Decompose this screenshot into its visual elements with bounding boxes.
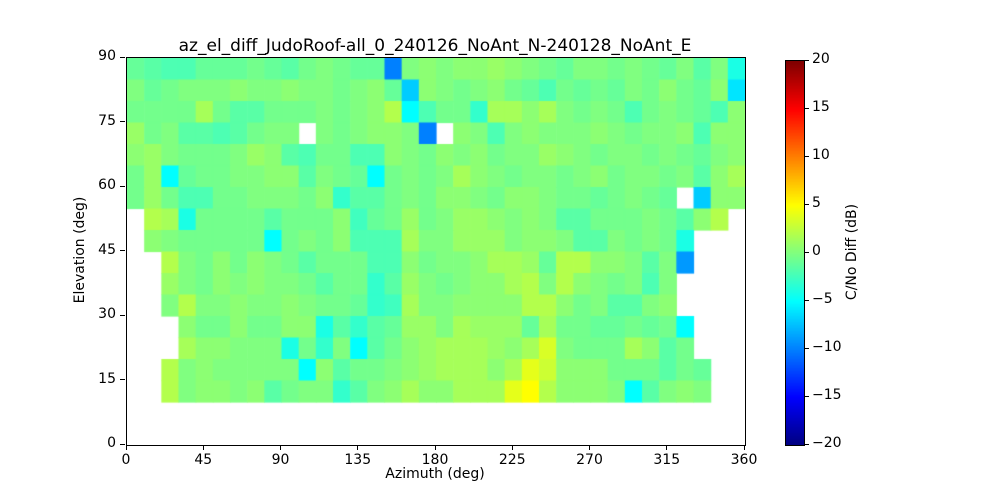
y-tick-label: 0 (107, 435, 116, 451)
colorbar-tick-mark (805, 251, 809, 253)
x-tick-label: 135 (344, 452, 372, 468)
x-tick-mark (511, 445, 513, 450)
colorbar-tick-label: 0 (812, 243, 821, 259)
y-tick-mark (120, 443, 125, 445)
y-tick-mark (120, 250, 125, 251)
y-tick-mark (120, 121, 125, 122)
plot-title: az_el_diff_JudoRoof-all_0_240126_NoAnt_N… (178, 36, 692, 56)
heatmap-canvas (127, 58, 745, 445)
x-tick-label: 180 (421, 452, 449, 468)
y-tick-label: 75 (98, 112, 116, 129)
x-tick-mark (743, 445, 745, 450)
y-tick-mark (120, 185, 125, 187)
colorbar-tick-label: −20 (812, 435, 842, 451)
colorbar-tick-label: −15 (812, 387, 842, 403)
colorbar-tick-label: 15 (812, 99, 830, 115)
colorbar-tick-mark (805, 395, 809, 397)
x-axis-label: Azimuth (deg) (385, 466, 485, 482)
x-tick-mark (280, 445, 281, 450)
y-tick-mark (120, 314, 125, 316)
x-tick-mark (666, 445, 668, 450)
colorbar-tick-label: −10 (812, 339, 842, 355)
x-tick-mark (125, 445, 127, 450)
x-tick-label: 315 (653, 452, 681, 468)
colorbar-tick-mark (805, 155, 809, 157)
colorbar-tick-mark (805, 443, 809, 445)
x-tick-mark (589, 445, 590, 450)
colorbar-tick-mark (805, 59, 809, 61)
x-tick-label: 45 (194, 452, 213, 468)
y-tick-label: 90 (98, 48, 116, 64)
colorbar-tick-mark (805, 203, 809, 205)
y-tick-label: 30 (98, 306, 116, 322)
x-tick-label: 225 (498, 452, 526, 468)
colorbar-tick-label: −5 (812, 291, 833, 307)
x-tick-label: 0 (121, 452, 131, 468)
colorbar-tick-mark (805, 299, 809, 301)
colorbar-tick-label: 20 (812, 51, 830, 67)
colorbar-tick-label: 5 (812, 195, 821, 211)
x-tick-label: 360 (730, 452, 758, 468)
x-tick-label: 90 (271, 452, 290, 468)
y-tick-label: 15 (98, 370, 116, 387)
x-tick-mark (357, 445, 359, 450)
colorbar-tick-mark (805, 107, 809, 109)
x-tick-mark (434, 445, 436, 450)
y-tick-label: 45 (98, 241, 116, 258)
x-tick-label: 270 (576, 452, 603, 468)
colorbar-gradient (786, 61, 804, 445)
colorbar (785, 60, 805, 446)
x-tick-mark (202, 445, 204, 450)
colorbar-tick-mark (805, 347, 809, 349)
y-tick-mark (120, 56, 125, 58)
colorbar-label: C/No Diff (dB) (844, 203, 860, 301)
colorbar-tick-label: 10 (812, 147, 830, 163)
y-tick-label: 60 (98, 177, 116, 193)
y-tick-mark (120, 379, 125, 380)
plot-area (126, 57, 746, 446)
